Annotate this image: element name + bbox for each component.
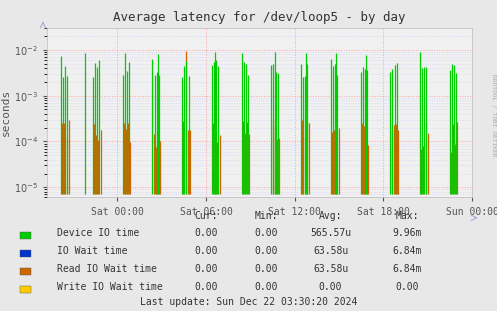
Text: 6.84m: 6.84m bbox=[393, 246, 422, 256]
Text: 565.57u: 565.57u bbox=[310, 228, 351, 238]
Text: 6.84m: 6.84m bbox=[393, 264, 422, 274]
Text: 0.00: 0.00 bbox=[254, 264, 278, 274]
Text: 0.00: 0.00 bbox=[396, 282, 419, 292]
Text: 63.58u: 63.58u bbox=[313, 264, 348, 274]
Text: Device IO time: Device IO time bbox=[57, 228, 139, 238]
Text: 9.96m: 9.96m bbox=[393, 228, 422, 238]
Text: RRDTOOL / TOBI OETIKER: RRDTOOL / TOBI OETIKER bbox=[491, 74, 496, 156]
Text: 0.00: 0.00 bbox=[194, 246, 218, 256]
Text: 0.00: 0.00 bbox=[254, 228, 278, 238]
Text: Cur:: Cur: bbox=[194, 211, 218, 221]
Text: 0.00: 0.00 bbox=[319, 282, 342, 292]
Text: 0.00: 0.00 bbox=[254, 246, 278, 256]
Text: Last update: Sun Dec 22 03:30:20 2024: Last update: Sun Dec 22 03:30:20 2024 bbox=[140, 297, 357, 307]
Text: Max:: Max: bbox=[396, 211, 419, 221]
Text: 0.00: 0.00 bbox=[194, 228, 218, 238]
Text: 63.58u: 63.58u bbox=[313, 246, 348, 256]
Y-axis label: seconds: seconds bbox=[1, 89, 11, 136]
Text: IO Wait time: IO Wait time bbox=[57, 246, 128, 256]
Text: Read IO Wait time: Read IO Wait time bbox=[57, 264, 157, 274]
Text: 0.00: 0.00 bbox=[194, 264, 218, 274]
Text: Write IO Wait time: Write IO Wait time bbox=[57, 282, 163, 292]
Text: 0.00: 0.00 bbox=[194, 282, 218, 292]
Text: Min:: Min: bbox=[254, 211, 278, 221]
Text: Avg:: Avg: bbox=[319, 211, 342, 221]
Title: Average latency for /dev/loop5 - by day: Average latency for /dev/loop5 - by day bbox=[113, 11, 406, 24]
Text: 0.00: 0.00 bbox=[254, 282, 278, 292]
